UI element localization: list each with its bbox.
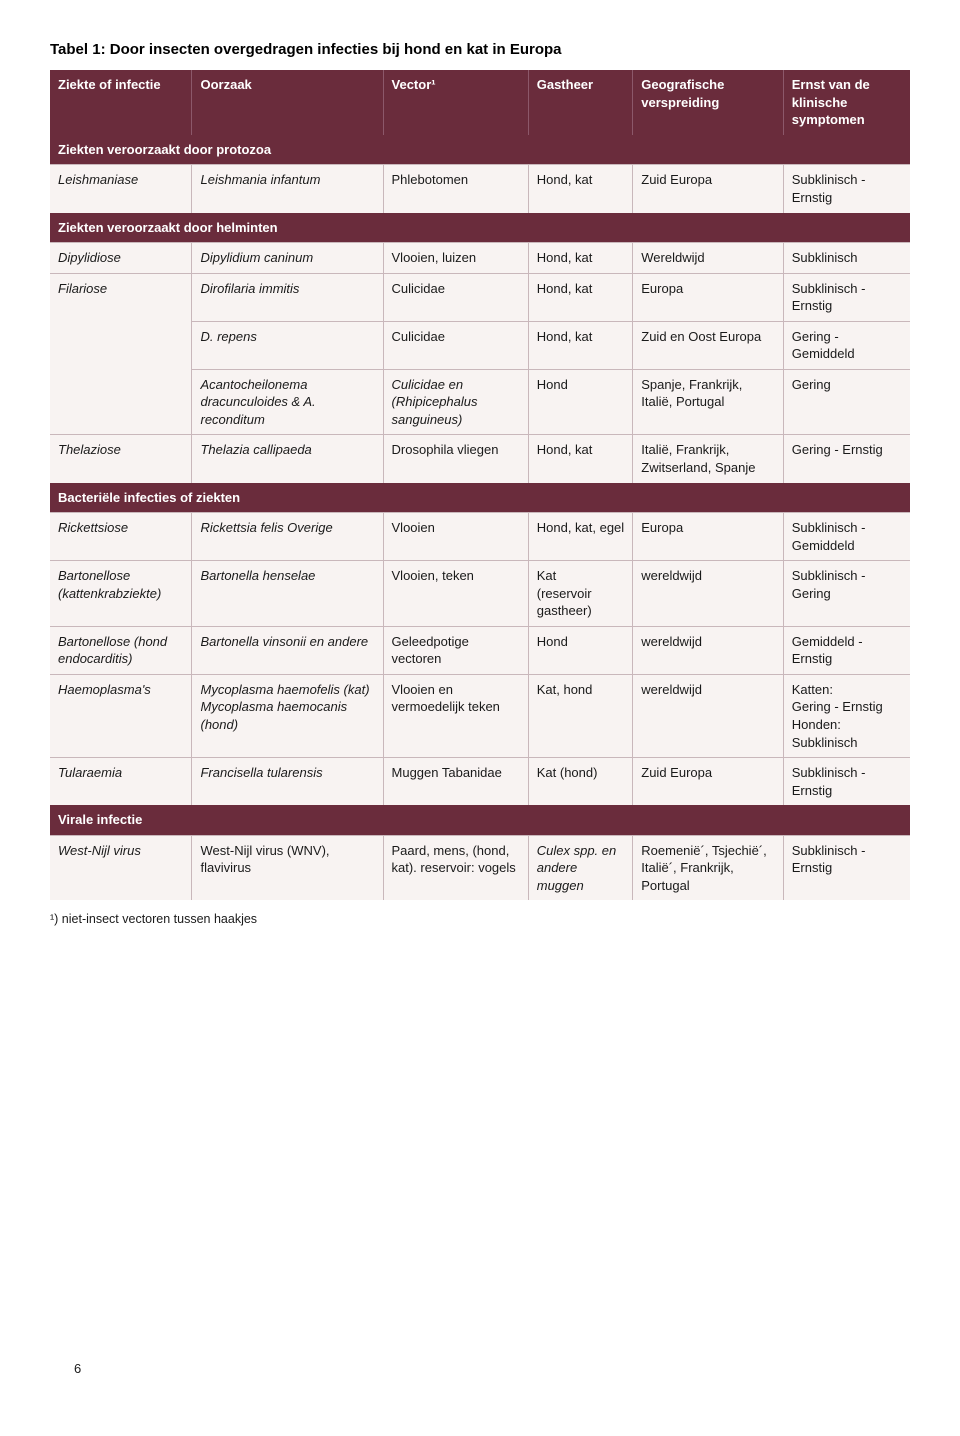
- section-protozoa: Ziekten veroorzaakt door protozoa: [50, 135, 910, 165]
- col-disease: Ziekte of infectie: [50, 70, 192, 135]
- section-helminten: Ziekten veroorzaakt door helminten: [50, 213, 910, 243]
- caption-label: Tabel 1:: [50, 41, 106, 58]
- table-row: Filariose Dirofilaria immitis Culicidae …: [50, 273, 910, 321]
- table-row: Bartonellose (hond endocarditis) Bartone…: [50, 626, 910, 674]
- page-number: 6: [74, 1361, 81, 1376]
- table-row: Leishmaniase Leishmania infantum Phlebot…: [50, 165, 910, 213]
- table-row: Dipylidiose Dipylidium caninum Vlooien, …: [50, 243, 910, 274]
- section-virale: Virale infectie: [50, 805, 910, 835]
- col-vector: Vector¹: [383, 70, 528, 135]
- caption-text: Door insecten overgedragen infecties bij…: [106, 41, 562, 58]
- col-host: Gastheer: [528, 70, 633, 135]
- table-row: Rickettsiose Rickettsia felis Overige Vl…: [50, 513, 910, 561]
- table-row: Tularaemia Francisella tularensis Muggen…: [50, 758, 910, 806]
- table-row: West-Nijl virus West-Nijl virus (WNV), f…: [50, 835, 910, 900]
- table-caption: Tabel 1: Door insecten overgedragen infe…: [50, 40, 910, 70]
- table-row: Haemoplasma's Mycoplasma haemofelis (kat…: [50, 674, 910, 757]
- table-row: Bartonellose (kattenkrabziekte) Bartonel…: [50, 561, 910, 627]
- table-footnote: ¹) niet-insect vectoren tussen haakjes: [50, 912, 910, 926]
- table-row: Thelaziose Thelazia callipaeda Drosophil…: [50, 435, 910, 483]
- col-severity: Ernst van de klinische symptomen: [783, 70, 910, 135]
- col-cause: Oorzaak: [192, 70, 383, 135]
- section-bacterieel: Bacteriële infecties of ziekten: [50, 483, 910, 513]
- col-geo: Geografische verspreiding: [633, 70, 783, 135]
- infections-table: Tabel 1: Door insecten overgedragen infe…: [50, 40, 910, 900]
- header-row: Ziekte of infectie Oorzaak Vector¹ Gasth…: [50, 70, 910, 135]
